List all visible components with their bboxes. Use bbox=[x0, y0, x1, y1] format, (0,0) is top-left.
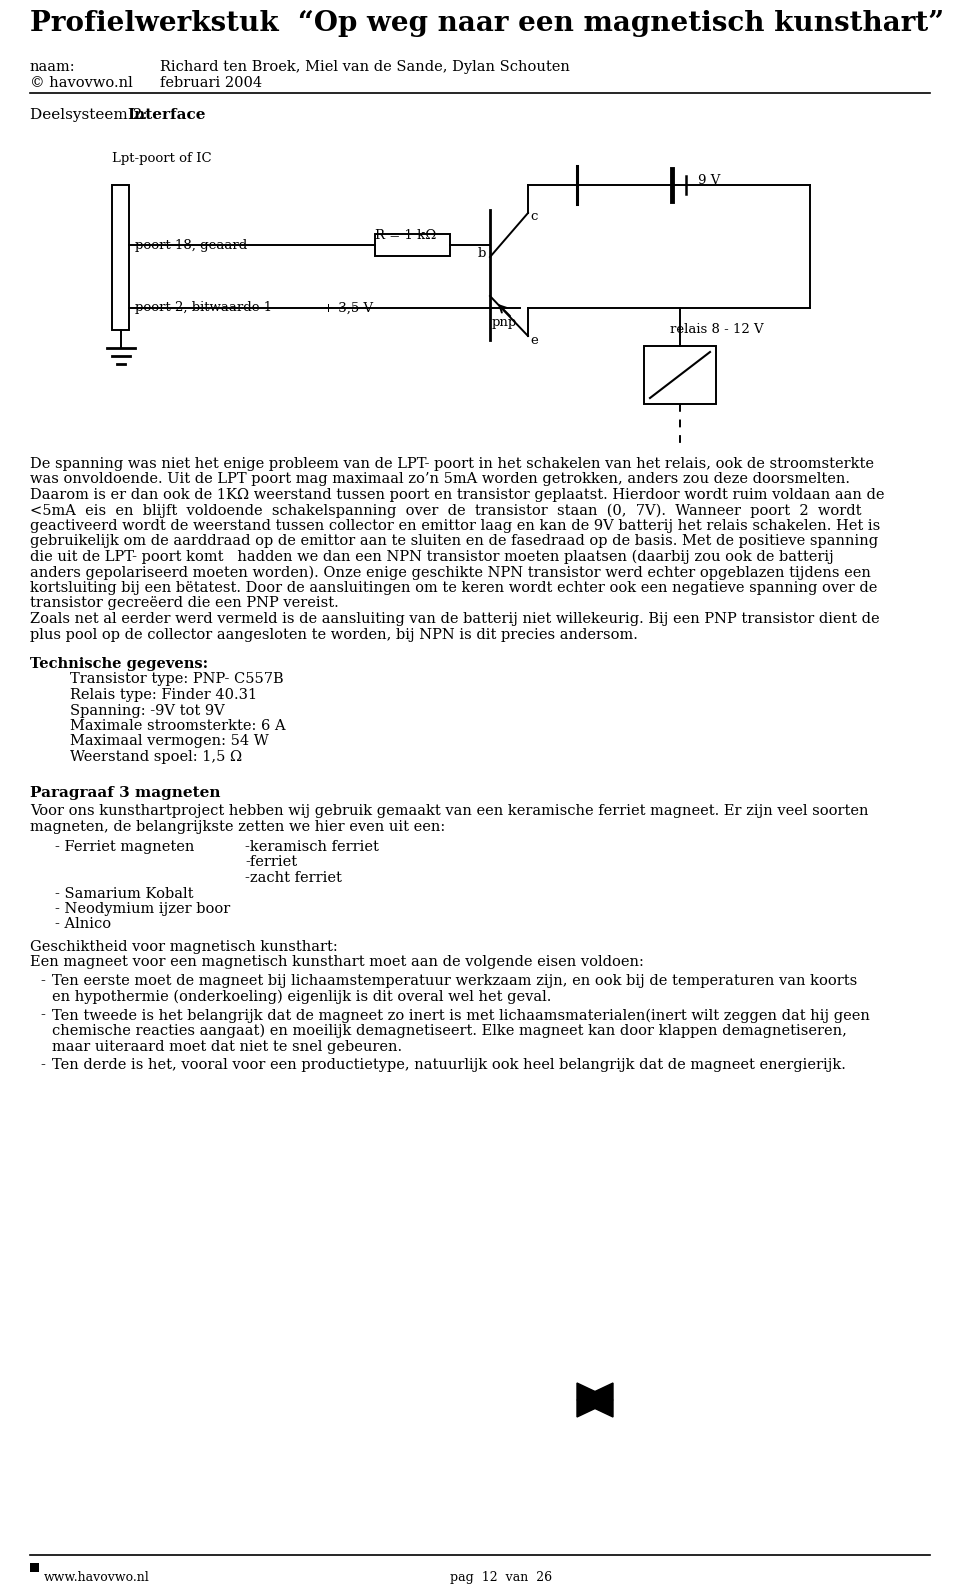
Text: b: b bbox=[478, 247, 486, 260]
Text: Interface: Interface bbox=[127, 108, 205, 122]
Text: en hypothermie (onderkoeling) eigenlijk is dit overal wel het geval.: en hypothermie (onderkoeling) eigenlijk … bbox=[52, 991, 551, 1005]
Text: Daarom is er dan ook de 1KΩ weerstand tussen poort en transistor geplaatst. Hier: Daarom is er dan ook de 1KΩ weerstand tu… bbox=[30, 488, 884, 502]
Text: Lpt-poort of IC: Lpt-poort of IC bbox=[112, 152, 211, 165]
Text: -: - bbox=[40, 1059, 45, 1071]
Text: anders gepolariseerd moeten worden). Onze enige geschikte NPN transistor werd ec: anders gepolariseerd moeten worden). Onz… bbox=[30, 566, 871, 580]
Text: plus pool op de collector aangesloten te worden, bij NPN is dit precies andersom: plus pool op de collector aangesloten te… bbox=[30, 628, 637, 642]
Text: Technische gegevens:: Technische gegevens: bbox=[30, 658, 208, 670]
Text: - Samarium Kobalt: - Samarium Kobalt bbox=[55, 886, 194, 900]
Text: Geschiktheid voor magnetisch kunsthart:: Geschiktheid voor magnetisch kunsthart: bbox=[30, 940, 338, 954]
Text: -zacht ferriet: -zacht ferriet bbox=[245, 872, 342, 884]
Text: pag  12  van  26: pag 12 van 26 bbox=[450, 1571, 552, 1583]
Text: c: c bbox=[530, 211, 538, 223]
Text: die uit de LPT- poort komt   hadden we dan een NPN transistor moeten plaatsen (d: die uit de LPT- poort komt hadden we dan… bbox=[30, 550, 833, 564]
Text: Paragraaf 3 magneten: Paragraaf 3 magneten bbox=[30, 786, 221, 799]
Text: Weerstand spoel: 1,5 Ω: Weerstand spoel: 1,5 Ω bbox=[70, 750, 242, 764]
Text: - Neodymium ijzer boor: - Neodymium ijzer boor bbox=[55, 902, 230, 916]
Text: Relais type: Finder 40.31: Relais type: Finder 40.31 bbox=[70, 688, 257, 702]
Text: -: - bbox=[40, 1008, 45, 1022]
Text: - Ferriet magneten: - Ferriet magneten bbox=[55, 840, 194, 854]
Text: 9 V: 9 V bbox=[698, 174, 720, 187]
Text: Deelsysteem 2:: Deelsysteem 2: bbox=[30, 108, 153, 122]
Text: relais 8 - 12 V: relais 8 - 12 V bbox=[670, 323, 763, 336]
Text: R = 1 kΩ: R = 1 kΩ bbox=[375, 228, 436, 243]
Text: chemische reacties aangaat) en moeilijk demagnetiseert. Elke magneet kan door kl: chemische reacties aangaat) en moeilijk … bbox=[52, 1024, 847, 1038]
Text: <5mA  eis  en  blijft  voldoende  schakelspanning  over  de  transistor  staan  : <5mA eis en blijft voldoende schakelspan… bbox=[30, 504, 861, 518]
Text: Transistor type: PNP- C557B: Transistor type: PNP- C557B bbox=[70, 672, 283, 686]
Text: - Alnico: - Alnico bbox=[55, 918, 111, 932]
Bar bbox=[30, 1563, 39, 1572]
Text: © havovwo.nl: © havovwo.nl bbox=[30, 76, 132, 90]
Text: poort 2, bitwaarde 1: poort 2, bitwaarde 1 bbox=[135, 301, 272, 314]
Text: Voor ons kunsthartproject hebben wij gebruik gemaakt van een keramische ferriet : Voor ons kunsthartproject hebben wij geb… bbox=[30, 804, 869, 818]
Text: De spanning was niet het enige probleem van de LPT- poort in het schakelen van h: De spanning was niet het enige probleem … bbox=[30, 456, 874, 471]
Text: Een magneet voor een magnetisch kunsthart moet aan de volgende eisen voldoen:: Een magneet voor een magnetisch kunsthar… bbox=[30, 956, 644, 968]
Text: e: e bbox=[530, 334, 538, 347]
Polygon shape bbox=[577, 1384, 613, 1417]
Text: Ten derde is het, vooral voor een productietype, natuurlijk ook heel belangrijk : Ten derde is het, vooral voor een produc… bbox=[52, 1059, 846, 1071]
Text: + 3,5 V: + 3,5 V bbox=[323, 301, 373, 314]
Text: geactiveerd wordt de weerstand tussen collector en emittor laag en kan de 9V bat: geactiveerd wordt de weerstand tussen co… bbox=[30, 518, 880, 533]
Text: Ten tweede is het belangrijk dat de magneet zo inert is met lichaamsmaterialen(i: Ten tweede is het belangrijk dat de magn… bbox=[52, 1008, 870, 1022]
Text: -keramisch ferriet: -keramisch ferriet bbox=[245, 840, 379, 854]
Bar bbox=[375, 235, 450, 257]
Text: Profielwerkstuk  “Op weg naar een magnetisch kunsthart”: Profielwerkstuk “Op weg naar een magneti… bbox=[30, 10, 944, 36]
Text: naam:: naam: bbox=[30, 60, 76, 74]
Bar bbox=[112, 185, 129, 330]
Bar bbox=[644, 346, 716, 404]
Text: Maximaal vermogen: 54 W: Maximaal vermogen: 54 W bbox=[70, 734, 269, 748]
Text: gebruikelijk om de aarddraad op de emittor aan te sluiten en de fasedraad op de : gebruikelijk om de aarddraad op de emitt… bbox=[30, 534, 878, 548]
Text: -ferriet: -ferriet bbox=[245, 856, 298, 870]
Text: -: - bbox=[40, 975, 45, 989]
Text: pnp: pnp bbox=[492, 315, 517, 330]
Text: kortsluiting bij een bëtatest. Door de aansluitingen om te keren wordt echter oo: kortsluiting bij een bëtatest. Door de a… bbox=[30, 582, 877, 594]
Text: was onvoldoende. Uit de LPT poort mag maximaal zo’n 5mA worden getrokken, anders: was onvoldoende. Uit de LPT poort mag ma… bbox=[30, 472, 850, 487]
Text: februari 2004: februari 2004 bbox=[160, 76, 262, 90]
Text: Spanning: -9V tot 9V: Spanning: -9V tot 9V bbox=[70, 704, 225, 718]
Text: magneten, de belangrijkste zetten we hier even uit een:: magneten, de belangrijkste zetten we hie… bbox=[30, 819, 445, 834]
Text: Ten eerste moet de magneet bij lichaamstemperatuur werkzaam zijn, en ook bij de : Ten eerste moet de magneet bij lichaamst… bbox=[52, 975, 857, 989]
Text: maar uiteraard moet dat niet te snel gebeuren.: maar uiteraard moet dat niet te snel geb… bbox=[52, 1040, 402, 1054]
Text: Richard ten Broek, Miel van de Sande, Dylan Schouten: Richard ten Broek, Miel van de Sande, Dy… bbox=[160, 60, 570, 74]
Text: Zoals net al eerder werd vermeld is de aansluiting van de batterij niet willekeu: Zoals net al eerder werd vermeld is de a… bbox=[30, 612, 879, 626]
Text: www.havovwo.nl: www.havovwo.nl bbox=[44, 1571, 150, 1583]
Polygon shape bbox=[577, 1384, 613, 1417]
Text: poort 18, geaard: poort 18, geaard bbox=[135, 238, 248, 252]
Text: transistor gecreëerd die een PNP vereist.: transistor gecreëerd die een PNP vereist… bbox=[30, 596, 339, 610]
Text: Maximale stroomsterkte: 6 A: Maximale stroomsterkte: 6 A bbox=[70, 720, 286, 732]
